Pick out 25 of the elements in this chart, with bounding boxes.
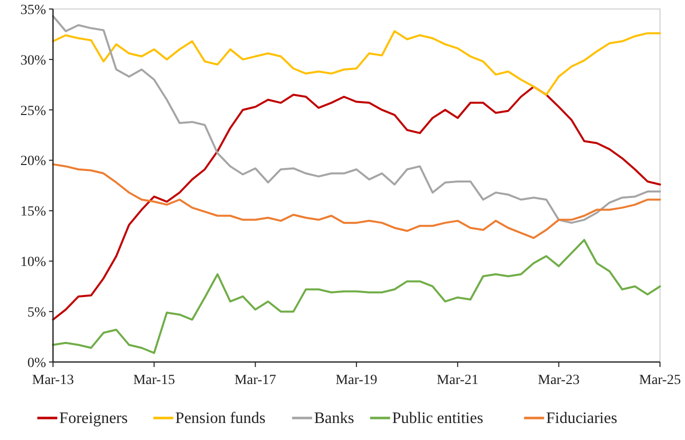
y-tick-label: 20%: [20, 154, 46, 170]
legend-label: Fiduciaries: [546, 410, 618, 427]
y-tick-label: 0%: [27, 356, 46, 371]
y-tick-label: 35%: [20, 2, 46, 18]
x-tick-label: Mar-15: [133, 373, 175, 388]
x-tick-label: Mar-23: [538, 373, 580, 388]
legend-label: Banks: [314, 410, 354, 427]
y-tick-label: 25%: [20, 104, 46, 119]
y-tick-label: 5%: [27, 305, 46, 320]
line-series: [52, 15, 661, 224]
x-tick-label: Mar-13: [32, 373, 74, 388]
legend-label: Pension funds: [175, 410, 266, 427]
legend-label: Foreigners: [59, 410, 128, 427]
y-tick-label: 10%: [20, 255, 46, 270]
x-tick-label: Mar-17: [234, 373, 276, 388]
line-series: [52, 238, 661, 354]
y-tick-label: 15%: [20, 204, 46, 220]
y-tick-label: 30%: [20, 53, 46, 68]
x-tick-label: Mar-19: [336, 373, 378, 388]
line-series: [52, 30, 661, 96]
legend-label: Public entities: [392, 410, 484, 427]
line-series: [52, 86, 661, 321]
line-series: [52, 163, 661, 239]
x-tick-label: Mar-21: [436, 373, 479, 388]
x-tick-label: Mar-25: [639, 373, 681, 388]
